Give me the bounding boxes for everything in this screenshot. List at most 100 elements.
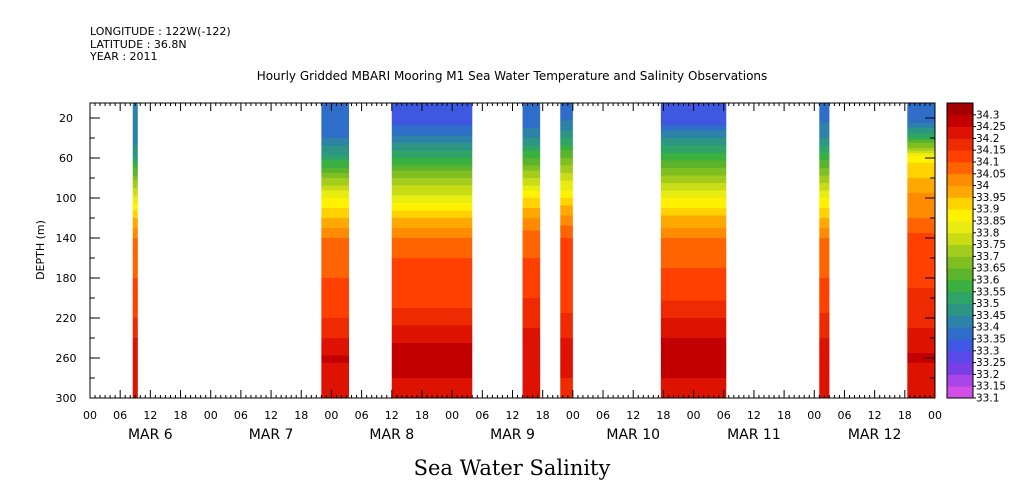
heatmap-cell: [132, 160, 138, 164]
heatmap-cell: [391, 338, 473, 341]
colorbar-swatch: [947, 256, 973, 269]
heatmap-cell: [907, 270, 935, 274]
heatmap-cell: [560, 320, 573, 324]
heatmap-cell: [660, 165, 727, 169]
heatmap-cell: [132, 348, 138, 351]
heatmap-cell: [907, 178, 935, 181]
heatmap-cell: [560, 220, 573, 224]
heatmap-cell: [819, 325, 830, 329]
heatmap-cell: [560, 178, 573, 181]
heatmap-cell: [907, 163, 935, 166]
heatmap-cell: [132, 188, 138, 191]
heatmap-cell: [660, 350, 727, 354]
heatmap-cell: [391, 330, 473, 334]
heatmap-cell: [907, 370, 935, 374]
heatmap-cell: [132, 298, 138, 301]
heatmap-cell: [132, 138, 138, 141]
heatmap-cell: [560, 323, 573, 326]
colorbar-swatch: [947, 185, 973, 198]
heatmap-cell: [660, 278, 727, 281]
heatmap-cell: [660, 368, 727, 371]
heatmap-cell: [819, 375, 830, 379]
heatmap-cell: [321, 203, 350, 206]
heatmap-cell: [819, 158, 830, 161]
heatmap-cell: [132, 165, 138, 169]
heatmap-cell: [660, 330, 727, 334]
heatmap-cell: [660, 168, 727, 171]
heatmap-cell: [819, 225, 830, 229]
heatmap-cell: [660, 235, 727, 239]
heatmap-cell: [522, 260, 541, 264]
heatmap-cell: [560, 223, 573, 226]
heatmap-cell: [132, 243, 138, 246]
heatmap-cell: [391, 170, 473, 174]
heatmap-cell: [660, 353, 727, 356]
heatmap-cell: [391, 163, 473, 166]
heatmap-cell: [522, 373, 541, 376]
heatmap-cell: [522, 190, 541, 194]
heatmap-cell: [391, 215, 473, 219]
heatmap-cell: [907, 278, 935, 281]
heatmap-cell: [391, 188, 473, 191]
heatmap-cell: [132, 360, 138, 364]
heatmap-cell: [391, 253, 473, 256]
heatmap-cell: [391, 150, 473, 154]
heatmap-cell: [321, 315, 350, 319]
heatmap-cell: [321, 310, 350, 314]
heatmap-cell: [560, 275, 573, 279]
heatmap-cell: [391, 343, 473, 346]
x-hour-tick-label: 18: [898, 409, 912, 422]
heatmap-cell: [560, 233, 573, 236]
heatmap-cell: [132, 233, 138, 236]
heatmap-cell: [522, 168, 541, 171]
heatmap-cell: [907, 390, 935, 394]
heatmap-cell: [660, 320, 727, 324]
heatmap-cell: [321, 133, 350, 136]
heatmap-cell: [522, 350, 541, 354]
heatmap-cell: [819, 235, 830, 239]
heatmap-cell: [560, 263, 573, 266]
heatmap-cell: [819, 160, 830, 164]
heatmap-cell: [391, 300, 473, 304]
heatmap-cell: [391, 380, 473, 384]
x-hour-tick-label: 18: [174, 409, 188, 422]
heatmap-cell: [321, 353, 350, 356]
heatmap-cell: [907, 320, 935, 324]
heatmap-cell: [391, 185, 473, 189]
heatmap-cell: [907, 290, 935, 294]
heatmap-cell: [321, 205, 350, 209]
heatmap-cell: [660, 270, 727, 274]
heatmap-cell: [391, 173, 473, 176]
heatmap-cell: [907, 138, 935, 141]
heatmap-cell: [660, 345, 727, 349]
heatmap-cell: [132, 238, 138, 241]
heatmap-cell: [819, 108, 830, 111]
heatmap-cell: [391, 368, 473, 371]
heatmap-cell: [819, 360, 830, 364]
heatmap-cell: [132, 375, 138, 379]
heatmap-cell: [321, 390, 350, 394]
heatmap-cell: [819, 175, 830, 179]
heatmap-cell: [321, 240, 350, 244]
heatmap-cell: [819, 248, 830, 251]
heatmap-cell: [819, 233, 830, 236]
heatmap-cell: [522, 103, 541, 106]
heatmap-cell: [321, 255, 350, 259]
heatmap-cell: [907, 315, 935, 319]
heatmap-cell: [132, 268, 138, 271]
heatmap-cell: [132, 175, 138, 179]
heatmap-cell: [819, 290, 830, 294]
heatmap-cell: [907, 293, 935, 296]
heatmap-cell: [660, 263, 727, 266]
heatmap-cell: [560, 108, 573, 111]
heatmap-cell: [132, 393, 138, 396]
heatmap-cell: [391, 138, 473, 141]
heatmap-cell: [819, 230, 830, 234]
heatmap-cell: [522, 198, 541, 201]
heatmap-cell: [560, 333, 573, 336]
heatmap-cell: [391, 385, 473, 389]
heatmap-cell: [321, 170, 350, 174]
x-hour-tick-label: 12: [506, 409, 520, 422]
heatmap-cell: [132, 253, 138, 256]
heatmap-cell: [560, 163, 573, 166]
